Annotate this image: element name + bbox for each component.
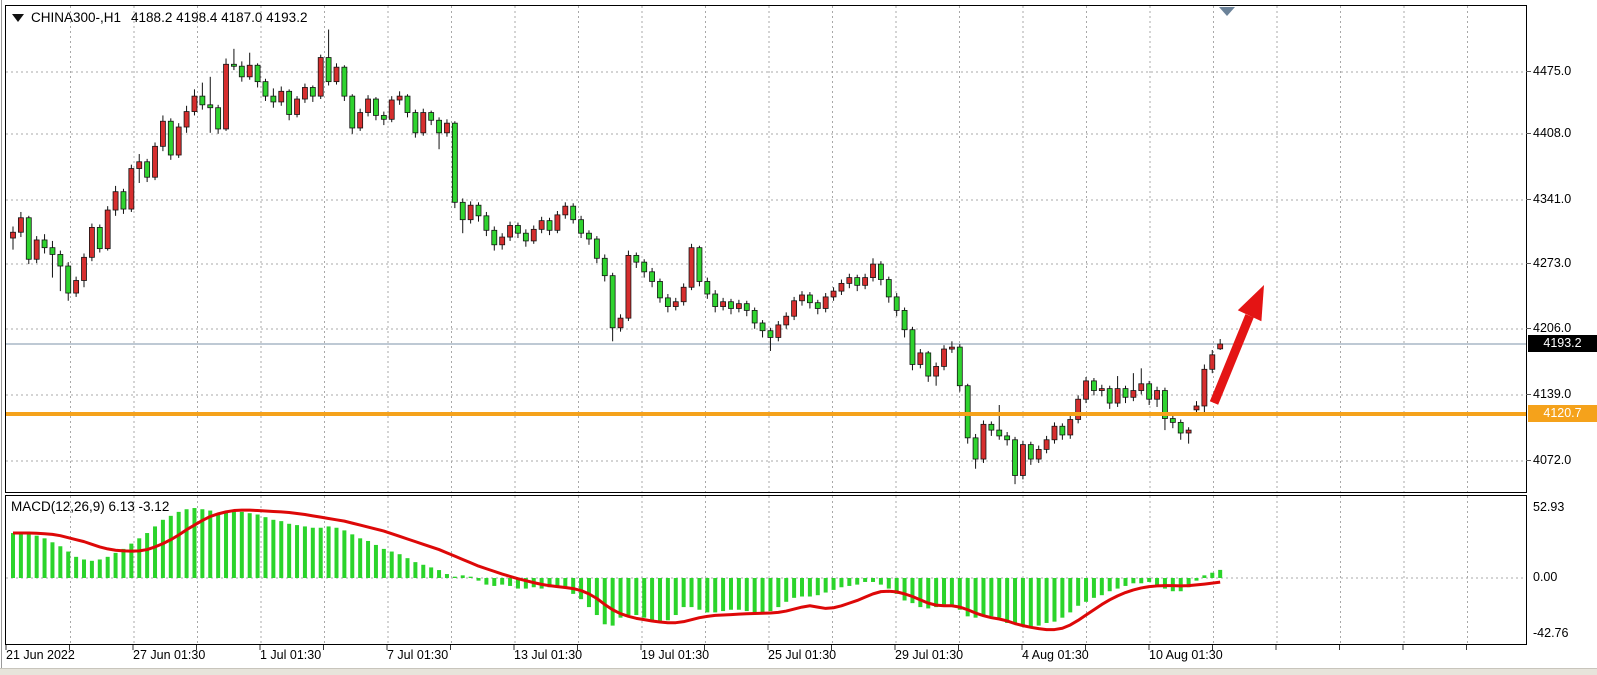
time-axis-label: 27 Jun 01:30 xyxy=(133,648,206,662)
symbol-dropdown-icon[interactable] xyxy=(12,14,24,23)
chart-title: CHINA300-,H1 4188.2 4198.4 4187.0 4193.2 xyxy=(12,10,307,25)
price-axis-label: 4341.0 xyxy=(1533,192,1572,206)
price-axis-label: 4206.0 xyxy=(1533,321,1572,335)
time-axis-label: 1 Jul 01:30 xyxy=(260,648,322,662)
macd-axis-label: 52.93 xyxy=(1533,500,1565,514)
price-axis-tick xyxy=(1526,199,1531,200)
trend-arrow[interactable] xyxy=(1209,285,1264,405)
time-tick-marks xyxy=(5,645,1467,650)
price-axis-tick xyxy=(1526,328,1531,329)
price-axis-tick xyxy=(1526,71,1531,72)
current-price-badge: 4193.2 xyxy=(1528,334,1597,352)
candles xyxy=(10,29,1224,485)
price-axis-label: 4273.0 xyxy=(1533,256,1572,270)
time-axis-label: 21 Jun 2022 xyxy=(6,648,75,662)
window-edge-divider xyxy=(1,0,2,668)
time-axis-label: 10 Aug 01:30 xyxy=(1149,648,1223,662)
price-axis-tick xyxy=(1526,394,1531,395)
price-axis-tick xyxy=(1526,263,1531,264)
macd-axis-label: 0.00 xyxy=(1533,570,1558,584)
time-axis-label: 29 Jul 01:30 xyxy=(895,648,964,662)
price-axis-label: 4139.0 xyxy=(1533,387,1572,401)
time-axis-label: 25 Jul 01:30 xyxy=(768,648,837,662)
price-axis-tick xyxy=(1526,133,1531,134)
macd-indicator-label: MACD(12,26,9) 6.13 -3.12 xyxy=(11,499,170,514)
time-axis-label: 13 Jul 01:30 xyxy=(514,648,583,662)
price-axis-label: 4475.0 xyxy=(1533,64,1572,78)
chart-symbol-period: CHINA300-,H1 xyxy=(31,10,122,25)
window-bottom-strip xyxy=(0,668,1597,675)
macd-chart[interactable] xyxy=(6,496,1526,644)
chart-ohlc-values: 4188.2 4198.4 4187.0 4193.2 xyxy=(131,10,308,25)
time-axis-label: 7 Jul 01:30 xyxy=(387,648,449,662)
price-axis-label: 4408.0 xyxy=(1533,126,1572,140)
macd-panel[interactable]: MACD(12,26,9) 6.13 -3.12 xyxy=(5,495,1527,645)
support-level-badge: 4120.7 xyxy=(1528,404,1597,422)
price-chart-panel[interactable]: CHINA300-,H1 4188.2 4198.4 4187.0 4193.2 xyxy=(5,5,1527,493)
macd-axis-label: -42.76 xyxy=(1533,626,1569,640)
last-bar-marker-icon xyxy=(1219,7,1236,16)
candlestick-chart[interactable] xyxy=(6,6,1526,492)
price-axis-tick xyxy=(1526,460,1531,461)
time-axis-label: 4 Aug 01:30 xyxy=(1022,648,1089,662)
time-axis-label: 19 Jul 01:30 xyxy=(641,648,710,662)
price-axis-label: 4072.0 xyxy=(1533,453,1572,467)
